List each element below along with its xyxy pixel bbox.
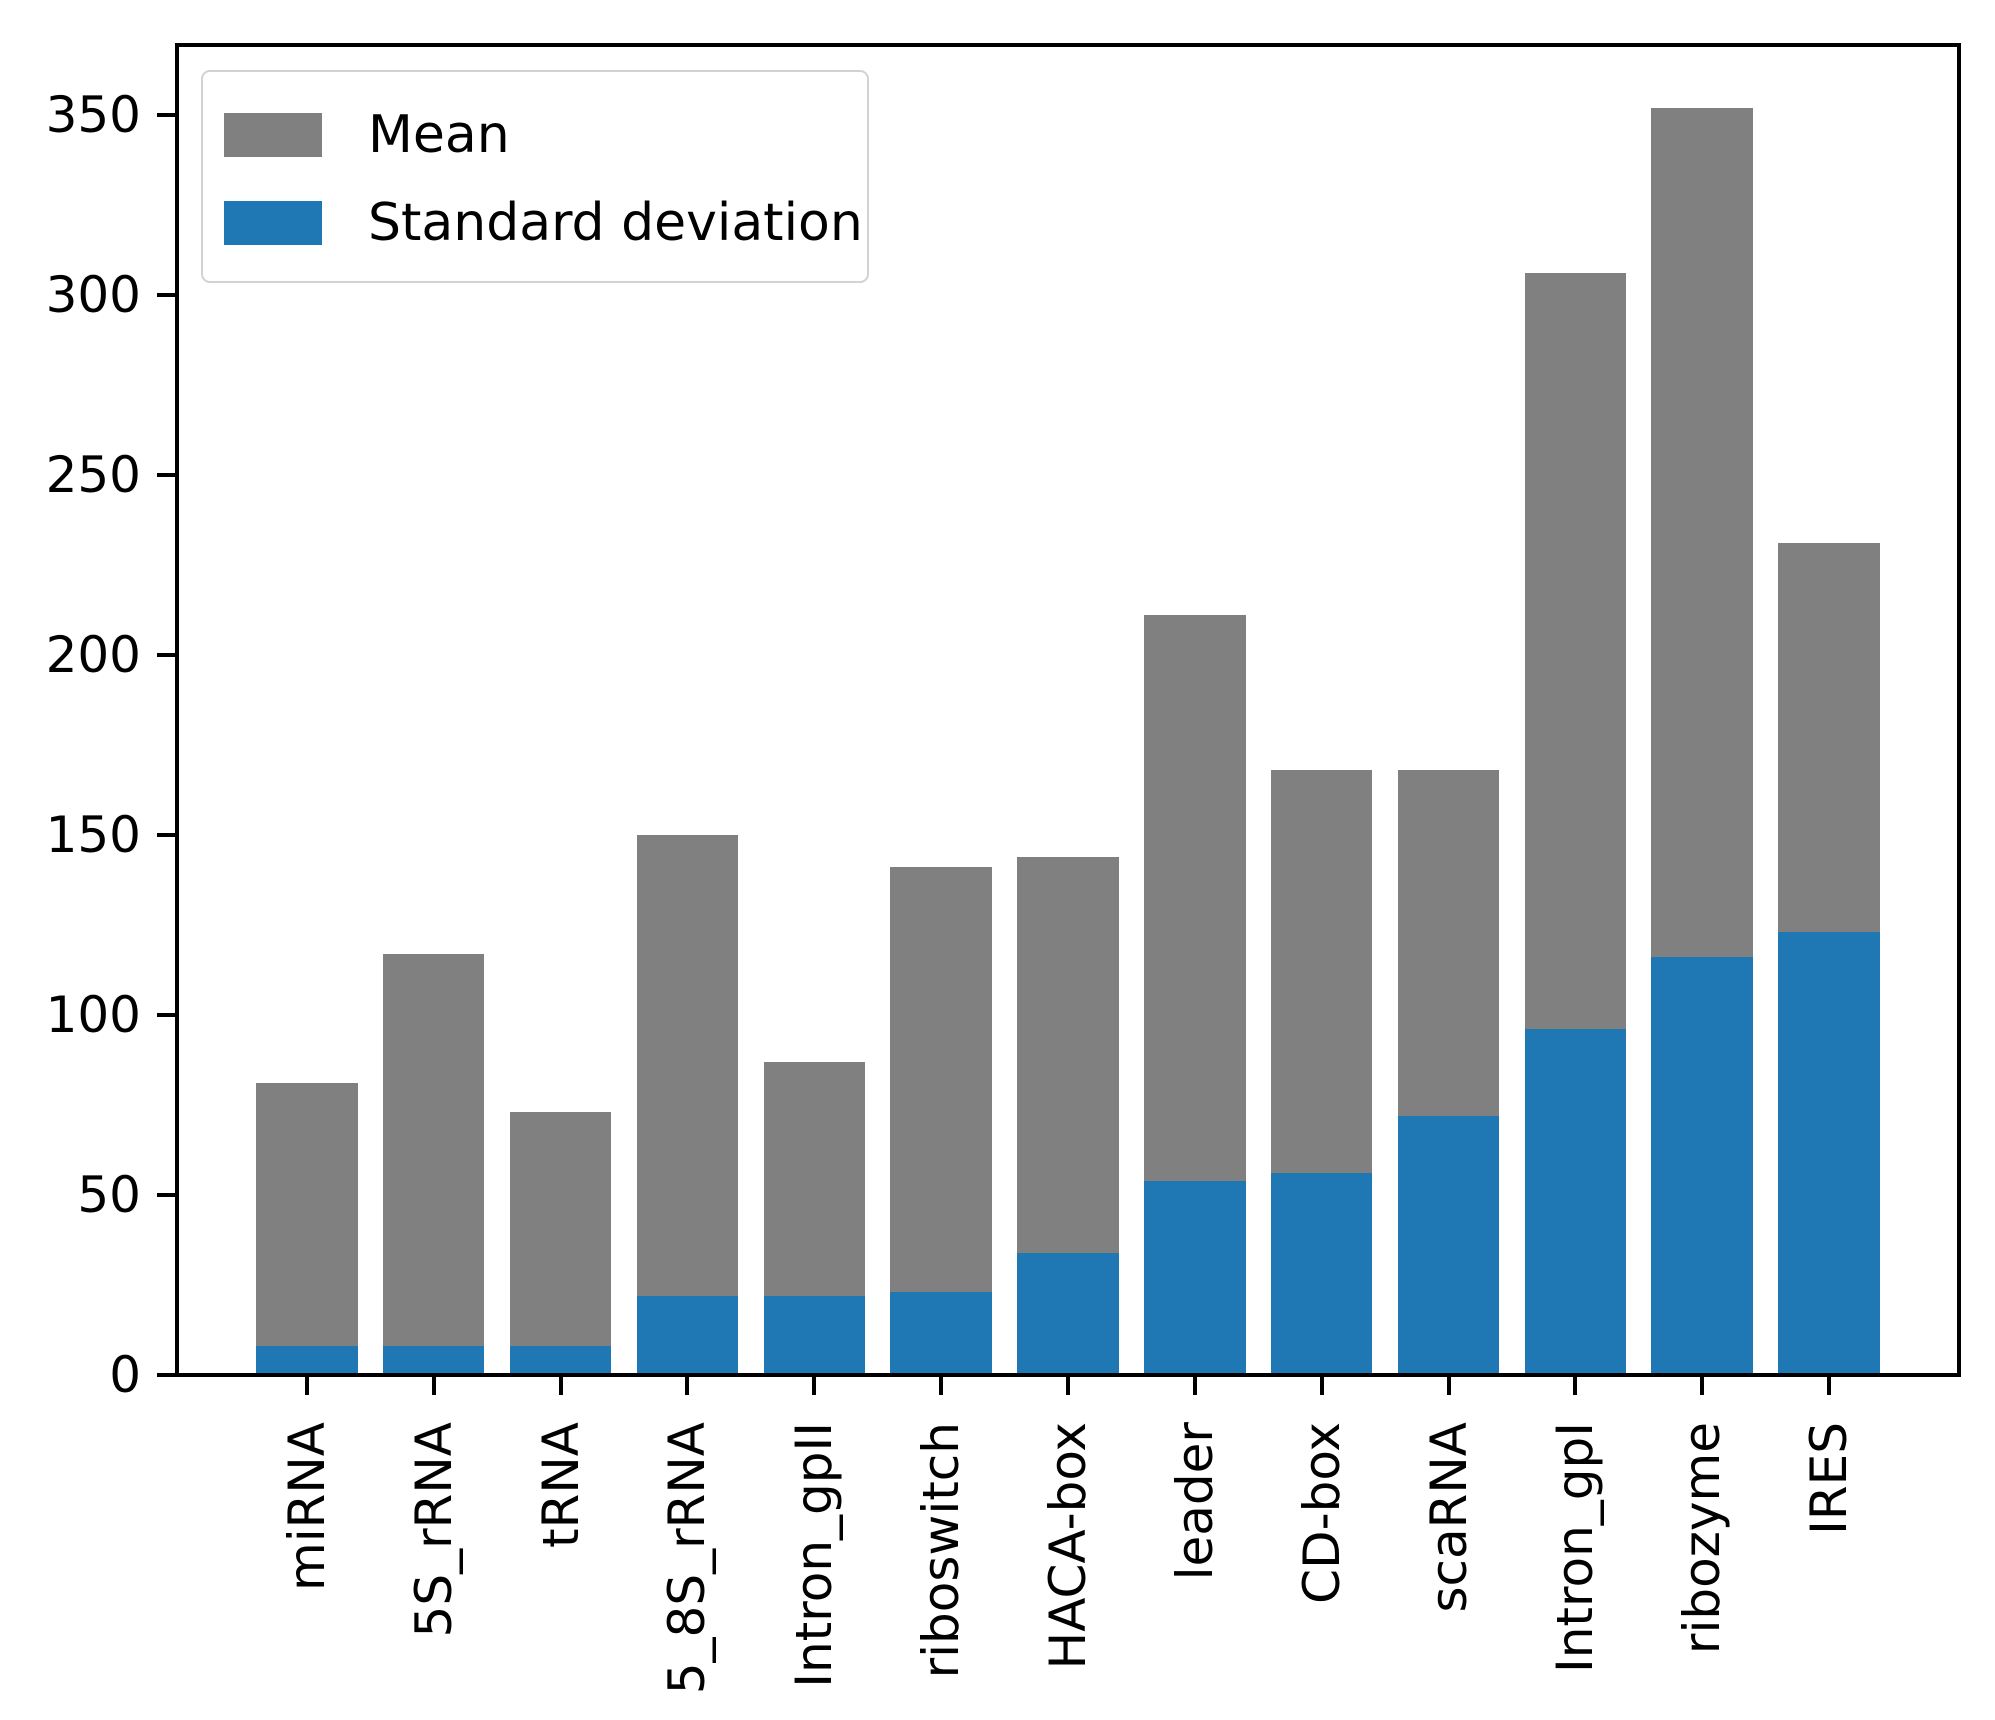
bar-stddev-IRES xyxy=(1778,932,1880,1373)
x-tick-mark-Intron_gpI xyxy=(1573,1377,1578,1395)
bar-mean-miRNA xyxy=(256,1083,358,1373)
y-tick-mark-50 xyxy=(157,1193,175,1197)
bar-stddev-riboswitch xyxy=(890,1292,992,1373)
x-tick-mark-scaRNA xyxy=(1446,1377,1451,1395)
x-tick-mark-ribozyme xyxy=(1700,1377,1705,1395)
x-tick-label-IRES: IRES xyxy=(1800,1422,1859,1535)
y-tick-mark-150 xyxy=(157,833,175,837)
y-tick-label-50: 50 xyxy=(77,1166,141,1224)
x-tick-mark-leader xyxy=(1192,1377,1197,1395)
bar-stddev-Intron_gpI xyxy=(1524,1029,1627,1373)
x-tick-mark-tRNA xyxy=(558,1377,563,1395)
standard-deviation-swatch xyxy=(224,201,322,245)
y-tick-label-300: 300 xyxy=(45,266,141,324)
bar-stddev-HACA-box xyxy=(1017,1252,1119,1373)
x-tick-label-riboswitch: riboswitch xyxy=(912,1422,971,1679)
bar-stddev-CD-box xyxy=(1270,1173,1373,1373)
x-tick-mark-Intron_gpII xyxy=(812,1377,817,1395)
y-tick-label-350: 350 xyxy=(45,86,141,144)
bar-stddev-Intron_gpII xyxy=(763,1295,866,1373)
bar-mean-riboswitch xyxy=(890,867,992,1373)
y-tick-mark-350 xyxy=(157,113,175,117)
y-tick-mark-250 xyxy=(157,473,175,477)
x-tick-label-ribozyme: ribozyme xyxy=(1673,1422,1732,1655)
bar-mean-5_8S_rRNA xyxy=(636,835,739,1373)
legend-label-mean: Mean xyxy=(368,105,510,165)
legend: Mean Standard deviation xyxy=(201,70,869,283)
x-tick-label-Intron_gpII: Intron_gpII xyxy=(785,1422,844,1688)
y-tick-label-250: 250 xyxy=(45,446,141,504)
x-tick-label-5S_rRNA: 5S_rRNA xyxy=(404,1422,463,1638)
x-tick-mark-riboswitch xyxy=(939,1377,944,1395)
y-tick-label-100: 100 xyxy=(45,986,141,1044)
y-tick-mark-100 xyxy=(157,1013,175,1017)
x-tick-mark-5_8S_rRNA xyxy=(685,1377,690,1395)
x-tick-label-leader: leader xyxy=(1165,1422,1224,1581)
bar-stddev-5_8S_rRNA xyxy=(636,1295,739,1373)
x-tick-label-HACA-box: HACA-box xyxy=(1039,1422,1097,1670)
mean-swatch xyxy=(224,113,322,157)
legend-row-stddev: Standard deviation xyxy=(224,179,867,267)
legend-row-mean: Mean xyxy=(224,91,867,179)
x-tick-label-tRNA: tRNA xyxy=(531,1422,590,1548)
legend-label-stddev: Standard deviation xyxy=(368,193,863,253)
x-tick-label-miRNA: miRNA xyxy=(277,1422,336,1591)
x-tick-mark-miRNA xyxy=(304,1377,309,1395)
x-tick-label-scaRNA: scaRNA xyxy=(1419,1422,1478,1613)
bar-stddev-5S_rRNA xyxy=(383,1346,485,1373)
bar-stddev-tRNA xyxy=(509,1346,612,1373)
x-tick-mark-CD-box xyxy=(1319,1377,1324,1395)
y-tick-mark-200 xyxy=(157,653,175,657)
y-tick-mark-0 xyxy=(157,1373,175,1377)
x-tick-label-Intron_gpI: Intron_gpI xyxy=(1546,1422,1605,1674)
bar-stddev-miRNA xyxy=(256,1346,358,1373)
y-tick-label-0: 0 xyxy=(109,1346,141,1404)
y-tick-label-150: 150 xyxy=(45,806,141,864)
bar-stddev-scaRNA xyxy=(1397,1115,1500,1373)
y-tick-mark-300 xyxy=(157,293,175,297)
y-tick-label-200: 200 xyxy=(45,626,141,684)
bar-mean-tRNA xyxy=(509,1112,612,1373)
x-tick-label-CD-box: CD-box xyxy=(1292,1422,1351,1604)
bar-mean-5S_rRNA xyxy=(383,953,485,1373)
bar-stddev-leader xyxy=(1144,1180,1246,1373)
x-tick-label-5_8S_rRNA: 5_8S_rRNA xyxy=(658,1422,717,1695)
x-tick-mark-IRES xyxy=(1827,1377,1832,1395)
x-tick-mark-5S_rRNA xyxy=(431,1377,436,1395)
bar-stddev-ribozyme xyxy=(1651,957,1753,1373)
x-tick-mark-HACA-box xyxy=(1066,1377,1070,1395)
